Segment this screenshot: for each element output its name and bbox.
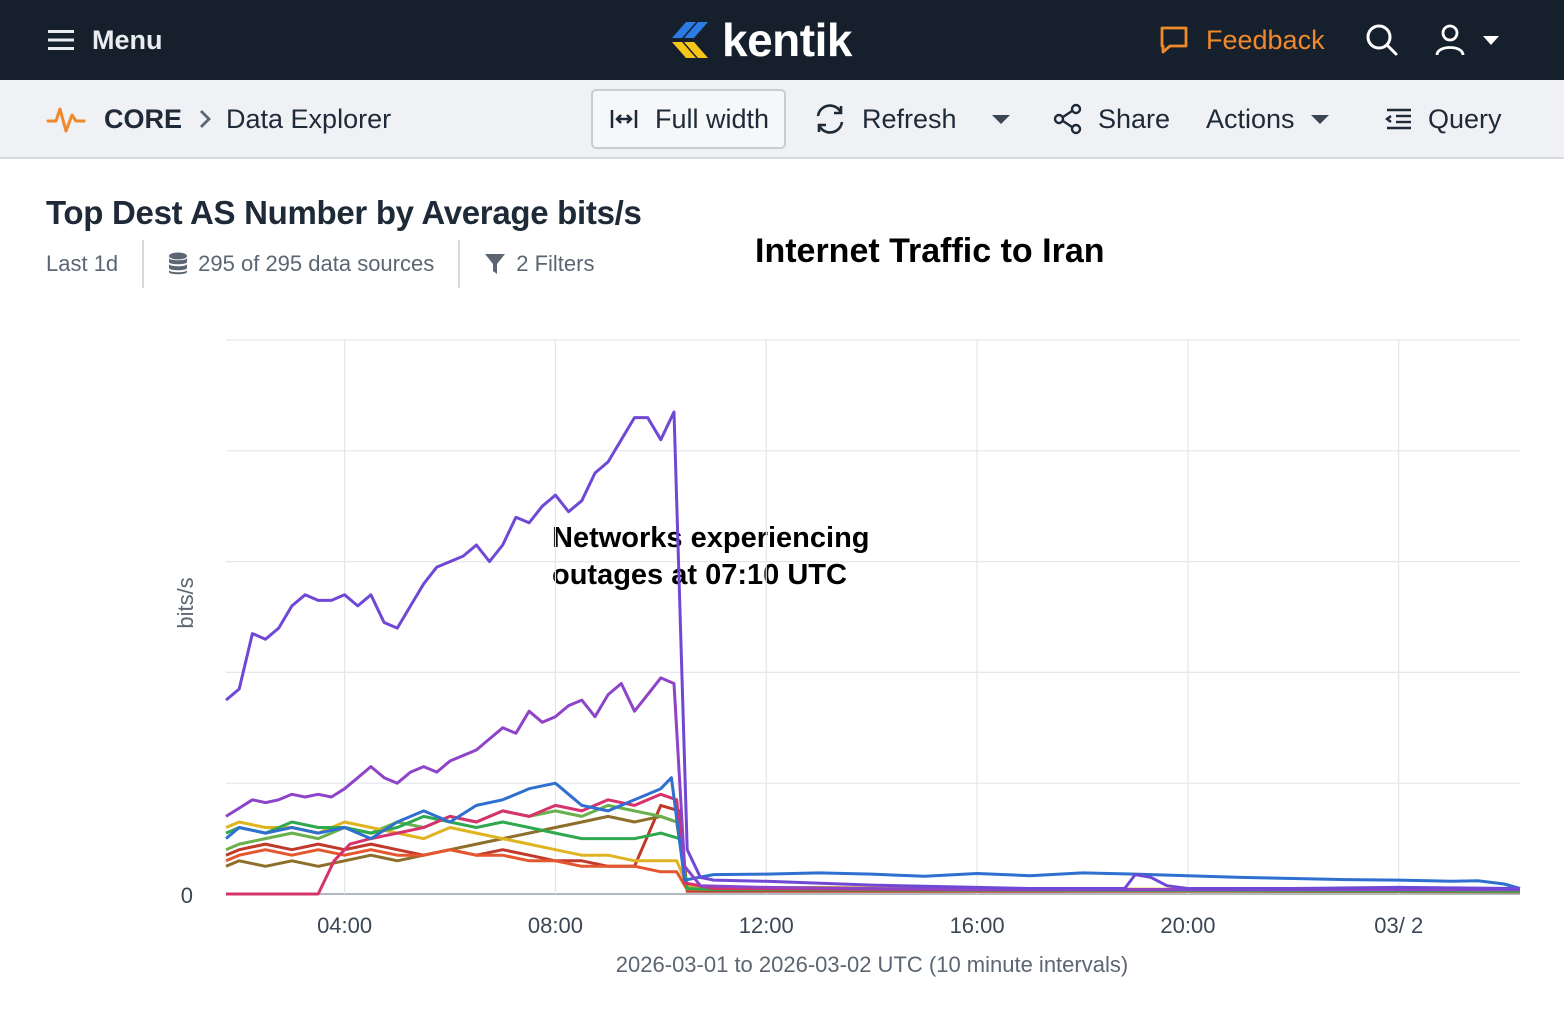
- user-icon: [1435, 24, 1465, 56]
- user-menu-button[interactable]: [1432, 20, 1512, 60]
- search-icon: [1366, 24, 1398, 56]
- chart-title: Internet Traffic to Iran: [755, 232, 1105, 270]
- divider: [458, 240, 461, 288]
- share-icon: [1053, 103, 1082, 135]
- series-line[interactable]: [225, 814, 1521, 893]
- pulse-icon: [46, 107, 86, 133]
- x-tick-label: 12:00: [739, 913, 794, 938]
- divider: [142, 240, 145, 288]
- outage-annotation: Networks experiencing outages at 07:10 U…: [552, 520, 870, 594]
- series-line[interactable]: [225, 814, 1521, 894]
- chevron-right-icon: [198, 108, 212, 130]
- refresh-options-dropdown[interactable]: [990, 97, 1012, 141]
- x-tick-label: 04:00: [317, 913, 372, 938]
- kentik-logo[interactable]: kentik: [672, 14, 852, 66]
- breadcrumb: CORE Data Explorer: [46, 97, 391, 141]
- hamburger-icon: [48, 30, 74, 50]
- query-label: Query: [1428, 103, 1502, 134]
- x-tick-label: 08:00: [528, 913, 583, 938]
- x-tick-label: 16:00: [950, 913, 1005, 938]
- chart-series: [225, 410, 1521, 896]
- x-axis-ticks: 04:00 08:00 12:00 16:00 20:00 03/ 2: [317, 913, 1423, 938]
- kentik-logo-icon: [672, 22, 708, 58]
- outage-annotation-line-1: Networks experiencing: [552, 522, 870, 554]
- search-button[interactable]: [1362, 20, 1402, 60]
- menu-label: Menu: [92, 24, 163, 55]
- series-line[interactable]: [225, 848, 1521, 894]
- feedback-button[interactable]: Feedback: [1158, 18, 1325, 62]
- database-icon: [169, 252, 188, 275]
- filter-icon: [485, 254, 506, 274]
- time-range-label: Last 1d: [46, 251, 119, 276]
- top-navbar: Menu kentik Feedback: [0, 0, 1564, 80]
- filters[interactable]: 2 Filters: [484, 251, 594, 277]
- series-line[interactable]: [225, 776, 1521, 890]
- x-axis-label: 2026-03-01 to 2026-03-02 UTC (10 minute …: [616, 952, 1128, 977]
- query-button[interactable]: Query: [1384, 97, 1502, 141]
- breadcrumb-page: Data Explorer: [226, 103, 392, 134]
- data-sources[interactable]: 295 of 295 data sources: [168, 251, 434, 277]
- caret-down-icon: [1483, 36, 1499, 45]
- refresh-label: Refresh: [862, 103, 957, 134]
- y-axis-label: bits/s: [173, 577, 198, 628]
- x-tick-label: 03/ 2: [1374, 913, 1423, 938]
- share-button[interactable]: Share: [1052, 97, 1170, 141]
- breadcrumb-core[interactable]: CORE: [104, 103, 183, 134]
- toolbar: CORE Data Explorer Full width Refresh: [0, 80, 1564, 159]
- series-line[interactable]: [225, 676, 1520, 892]
- full-width-label: Full width: [655, 103, 770, 134]
- time-range[interactable]: Last 1d: [46, 251, 118, 277]
- share-label: Share: [1098, 103, 1171, 134]
- data-sources-label: 295 of 295 data sources: [198, 251, 435, 276]
- caret-down-icon: [1310, 115, 1329, 124]
- actions-dropdown[interactable]: Actions: [1206, 97, 1331, 141]
- panel-meta: Last 1d 295 of 295 data sources 2 Filter…: [46, 240, 594, 288]
- chart-grid: [226, 339, 1520, 895]
- panel-title: Top Dest AS Number by Average bits/s: [46, 194, 642, 231]
- refresh-icon: [816, 104, 844, 134]
- caret-down-icon: [992, 115, 1010, 124]
- series-line[interactable]: [225, 410, 1521, 890]
- feedback-icon: [1160, 26, 1188, 54]
- traffic-line-chart: bits/s 0 04:00 08:00 12:00 16:00 20:00 03/ 2 …: [173, 339, 1521, 977]
- y-tick-label: 0: [181, 883, 193, 908]
- x-tick-label: 20:00: [1160, 913, 1215, 938]
- logo-text: kentik: [722, 14, 852, 66]
- expand-width-icon: [610, 110, 638, 128]
- outage-annotation-line-2: outages at 07:10 UTC: [552, 559, 847, 591]
- menu-button[interactable]: Menu: [46, 18, 163, 62]
- filters-label: 2 Filters: [516, 251, 595, 276]
- full-width-button[interactable]: Full width: [591, 89, 786, 149]
- refresh-button[interactable]: Refresh: [812, 97, 957, 141]
- actions-label: Actions: [1206, 103, 1295, 134]
- query-panel-icon: [1385, 108, 1411, 130]
- feedback-label: Feedback: [1206, 24, 1325, 55]
